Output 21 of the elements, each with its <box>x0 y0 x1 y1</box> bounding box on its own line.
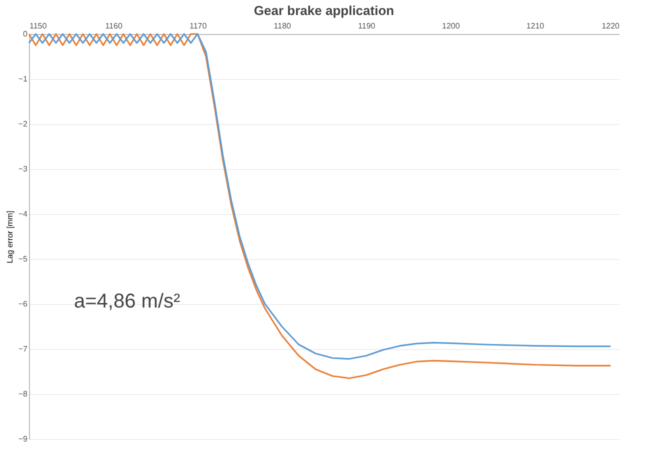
y-tick-label: −3 <box>18 164 28 174</box>
y-tick-label: −9 <box>18 434 28 444</box>
y-tick-label: −5 <box>18 254 28 264</box>
x-tick-label: 1210 <box>526 22 545 30</box>
x-tick-label: 1170 <box>189 22 208 30</box>
y-tick-label: −4 <box>18 210 28 218</box>
y-axis-title: Lag error [mm] <box>5 210 14 264</box>
y-tick-label: −8 <box>18 390 28 398</box>
y-tick-label: −7 <box>18 344 28 354</box>
x-tick-label: 1220 <box>602 22 620 30</box>
y-tick-label: −1 <box>18 74 28 84</box>
annotation: a=4,86 m/s² <box>74 290 180 312</box>
x-tick-label: 1160 <box>105 22 123 30</box>
y-tick-label: −6 <box>18 300 28 308</box>
y-tick-label: −2 <box>18 120 28 128</box>
x-tick-label: 1190 <box>358 22 376 30</box>
x-tick-label: 1180 <box>274 22 292 30</box>
chart-title: Gear brake application <box>254 3 394 18</box>
y-tick-label: 0 <box>23 30 28 38</box>
x-tick-label: 1150 <box>30 22 48 30</box>
x-tick-label: 1200 <box>442 22 460 30</box>
